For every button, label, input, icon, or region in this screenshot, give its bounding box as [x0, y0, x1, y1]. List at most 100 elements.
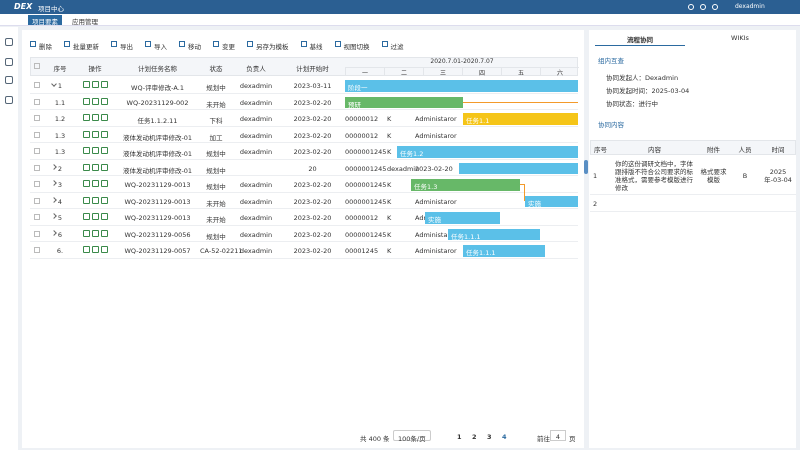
gantt-bar[interactable] — [459, 162, 578, 174]
op-icon[interactable] — [83, 97, 90, 105]
op-icon[interactable] — [92, 213, 99, 220]
gantt-bar[interactable]: 实施 — [425, 212, 500, 224]
toolbar-button[interactable]: 移动 — [188, 43, 201, 51]
op-icon[interactable] — [101, 163, 108, 171]
toolbar-button[interactable]: 变更 — [222, 43, 235, 51]
task-name: WQ-20231129-0056 — [124, 230, 191, 239]
toolbar-icon[interactable] — [30, 41, 36, 47]
gantt-bar[interactable]: 任务1.1.1 — [463, 245, 545, 257]
checkbox[interactable] — [34, 164, 40, 171]
op-icon[interactable] — [83, 147, 90, 154]
checkbox[interactable] — [34, 197, 40, 204]
checkbox[interactable] — [34, 214, 40, 220]
op-icon[interactable] — [92, 114, 99, 121]
owner: dexadmin — [239, 230, 273, 239]
checkbox[interactable] — [34, 247, 40, 253]
side-icon[interactable] — [5, 58, 13, 66]
op-icon[interactable] — [83, 213, 90, 220]
toolbar-icon[interactable] — [247, 41, 253, 47]
gantt-bar[interactable]: 任务1.3 — [411, 179, 520, 191]
op-icon[interactable] — [101, 97, 108, 105]
op-icon[interactable] — [83, 81, 90, 88]
top-icon[interactable] — [688, 4, 694, 10]
side-icon[interactable] — [5, 96, 13, 104]
op-icon[interactable] — [101, 180, 108, 187]
op-icon[interactable] — [92, 130, 99, 138]
checkbox[interactable] — [34, 115, 40, 121]
toolbar-icon[interactable] — [334, 41, 341, 47]
gantt-bar[interactable]: 任务1.2 — [397, 146, 578, 158]
op-icon[interactable] — [83, 246, 90, 253]
op-icon[interactable] — [101, 147, 108, 154]
toolbar-button[interactable]: 导出 — [120, 43, 133, 51]
op-icon[interactable] — [92, 180, 99, 187]
op-icon[interactable] — [101, 246, 108, 253]
toolbar-button[interactable]: 批量更新 — [73, 43, 99, 51]
op-icon[interactable] — [92, 196, 99, 204]
op-icon[interactable] — [101, 114, 108, 121]
splitter[interactable] — [584, 160, 588, 174]
checkbox[interactable] — [34, 63, 40, 69]
gantt-bar[interactable]: 任务1.1.1 — [448, 228, 540, 241]
page-number[interactable]: 2 — [472, 433, 477, 441]
op-icon[interactable] — [101, 81, 108, 88]
op-icon[interactable] — [83, 163, 90, 171]
owner: dexadmin — [239, 115, 273, 123]
checkbox[interactable] — [34, 181, 40, 187]
toolbar-button[interactable]: 另存为模板 — [256, 43, 289, 51]
op-icon[interactable] — [83, 180, 90, 187]
toolbar-icon[interactable] — [213, 41, 219, 47]
page-size[interactable]: 100条/页 — [393, 430, 431, 443]
page-number[interactable]: 1 — [457, 433, 462, 441]
toolbar-icon[interactable] — [179, 41, 185, 47]
toolbar-button[interactable]: 导入 — [154, 43, 167, 51]
tab[interactable]: 项目要素 — [28, 15, 62, 26]
op-icon[interactable] — [101, 130, 108, 138]
op-icon[interactable] — [101, 229, 108, 237]
checkbox[interactable] — [34, 98, 40, 105]
table-row — [30, 160, 578, 176]
gantt-bar[interactable]: 实施 — [525, 195, 578, 208]
page-input[interactable]: 4 — [550, 430, 566, 441]
op-icon[interactable] — [92, 147, 99, 154]
op-icon[interactable] — [83, 114, 90, 121]
toolbar-button[interactable]: 基线 — [309, 43, 323, 51]
checkbox[interactable] — [34, 82, 40, 88]
op-icon[interactable] — [101, 213, 108, 220]
checkbox[interactable] — [34, 131, 40, 138]
op-icon[interactable] — [92, 229, 99, 237]
op-icon[interactable] — [83, 196, 90, 204]
op-icon[interactable] — [92, 246, 99, 253]
side-icon[interactable] — [5, 76, 13, 84]
page-number[interactable]: 4 — [502, 433, 507, 441]
side-icon[interactable] — [5, 38, 13, 46]
toolbar-icon[interactable] — [111, 41, 117, 47]
gantt-bar[interactable]: 任务1.1 — [463, 113, 578, 125]
gantt-bar[interactable]: 阶段一 — [345, 80, 578, 92]
side-tab[interactable]: WIKIs — [731, 34, 749, 42]
checkbox[interactable] — [34, 148, 40, 154]
toolbar-icon[interactable] — [145, 41, 151, 47]
cell-overflow: K — [387, 115, 392, 123]
side-tab[interactable]: 流程协同 — [595, 34, 685, 46]
top-icon[interactable] — [712, 4, 718, 10]
toolbar-icon[interactable] — [64, 41, 70, 47]
op-icon[interactable] — [83, 229, 90, 237]
start-date: 2023-02-20 — [293, 148, 332, 156]
op-icon[interactable] — [92, 97, 99, 105]
tab[interactable]: 应用管理 — [72, 18, 98, 26]
toolbar-button[interactable]: 删除 — [39, 43, 52, 51]
start-date: 2023-03-11 — [293, 82, 332, 90]
toolbar-button[interactable]: 过滤 — [390, 43, 404, 51]
gantt-bar[interactable]: 预研 — [345, 96, 463, 109]
op-icon[interactable] — [101, 196, 108, 204]
toolbar-button[interactable]: 视图切换 — [343, 43, 370, 51]
checkbox[interactable] — [34, 230, 40, 237]
toolbar-icon[interactable] — [300, 41, 307, 47]
page-number[interactable]: 3 — [487, 433, 492, 441]
op-icon[interactable] — [92, 163, 99, 171]
op-icon[interactable] — [92, 81, 99, 88]
top-icon[interactable] — [700, 4, 706, 10]
toolbar-icon[interactable] — [381, 41, 388, 47]
op-icon[interactable] — [83, 130, 90, 138]
